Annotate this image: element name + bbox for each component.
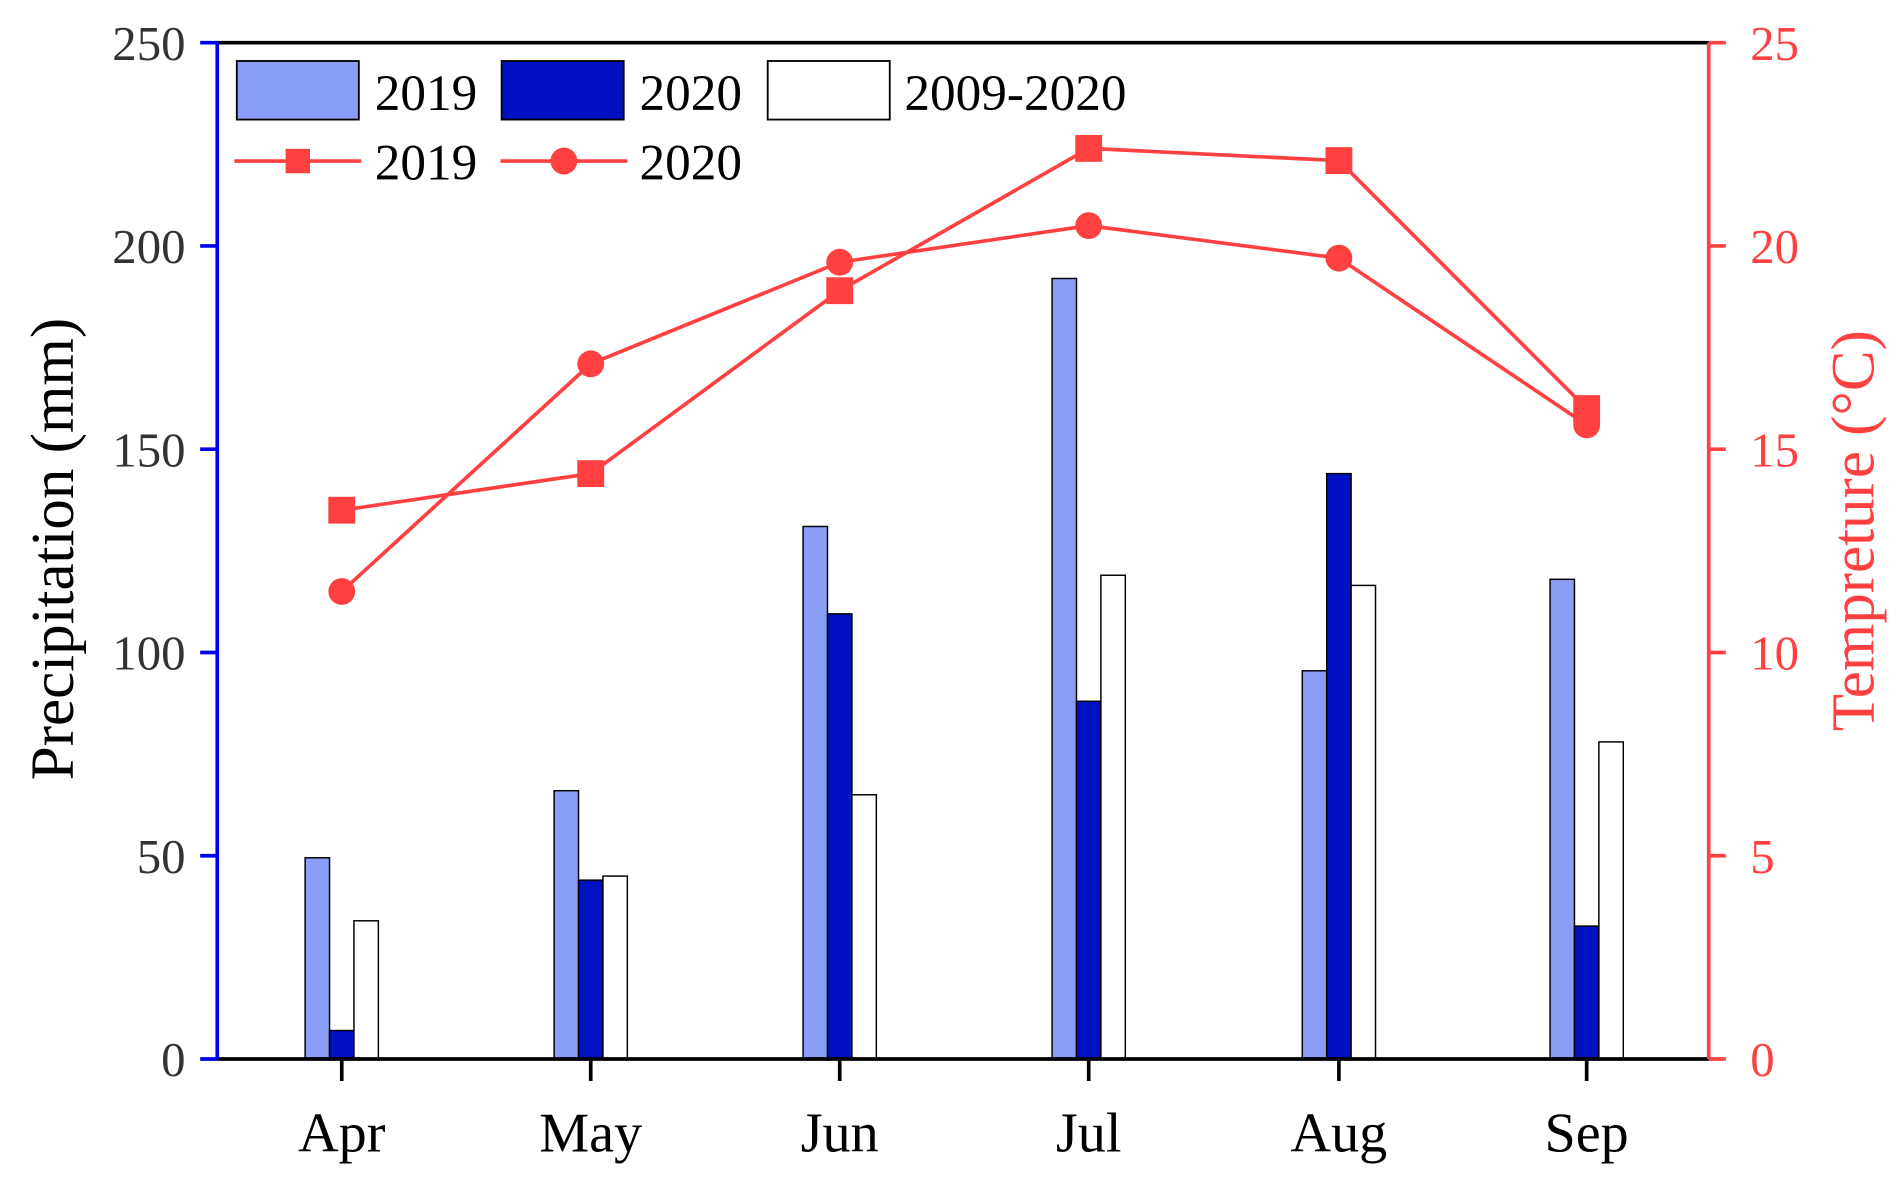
lines-layer bbox=[328, 134, 1601, 605]
bar-2020-Apr bbox=[328, 1029, 355, 1060]
bar-2019-Apr bbox=[304, 857, 331, 1060]
y-tick-label: 0 bbox=[161, 1033, 185, 1087]
legend-swatch-bar-2020 bbox=[500, 60, 625, 121]
bar-2009-2020-Jun bbox=[851, 794, 878, 1060]
y-tick-label: 250 bbox=[112, 17, 185, 71]
bar-2009-2020-Aug bbox=[1350, 584, 1377, 1060]
temp-marker-2019-Jul bbox=[1075, 134, 1103, 162]
legend-label-bar-2019: 2019 bbox=[375, 65, 478, 122]
legend-swatch-bar-2009-2020 bbox=[766, 60, 891, 121]
bar-2019-Sep bbox=[1549, 578, 1576, 1060]
bar-2020-May bbox=[577, 879, 604, 1060]
y-tick-label: 200 bbox=[112, 220, 185, 274]
bar-2020-Jun bbox=[826, 613, 853, 1060]
y-tick-label: 150 bbox=[112, 423, 185, 477]
y-axis-label: Precipitation (mm) bbox=[20, 318, 87, 780]
bar-2009-2020-Apr bbox=[353, 920, 380, 1060]
temp-marker-2019-Apr bbox=[328, 496, 356, 524]
bar-2019-May bbox=[553, 789, 580, 1060]
y2-tick-label: 20 bbox=[1750, 220, 1799, 274]
temp-marker-2019-Jun bbox=[826, 277, 854, 305]
legend-label-line-2020: 2020 bbox=[640, 134, 743, 191]
y2-tick-label: 25 bbox=[1750, 17, 1799, 71]
y2-tick-label: 15 bbox=[1750, 423, 1799, 477]
legend-swatch-bar-2019 bbox=[235, 60, 360, 121]
tick-labels: 0 50 100 150 200 250 0 5 10 15 20 25 Apr May Jun Jul Aug… bbox=[112, 17, 1799, 1165]
legend: 2019 2020 2009-2020 2019 2020 bbox=[234, 60, 1127, 191]
bar-2009-2020-Sep bbox=[1598, 741, 1625, 1060]
temp-marker-2020-Jun bbox=[826, 248, 854, 276]
bar-2020-Sep bbox=[1573, 925, 1600, 1060]
temp-marker-2020-Apr bbox=[328, 578, 356, 605]
x-tick-label: Jul bbox=[1056, 1103, 1122, 1165]
bar-2019-Jun bbox=[802, 525, 829, 1060]
legend-marker-square-2019 bbox=[285, 148, 311, 174]
x-tick-label: May bbox=[539, 1103, 642, 1165]
axes-layer bbox=[200, 40, 1726, 1081]
bar-2019-Aug bbox=[1301, 670, 1328, 1060]
y2-tick-label: 5 bbox=[1750, 830, 1774, 884]
bar-2019-Jul bbox=[1051, 277, 1078, 1060]
legend-label-bar-2020: 2020 bbox=[640, 65, 743, 122]
legend-marker-circle-2020 bbox=[550, 147, 578, 175]
y2-tick-label: 0 bbox=[1750, 1033, 1774, 1087]
bar-2020-Jul bbox=[1075, 700, 1102, 1060]
temp-marker-2019-May bbox=[577, 460, 605, 488]
x-tick-label: Apr bbox=[298, 1103, 386, 1165]
bar-2009-2020-May bbox=[602, 875, 629, 1060]
y2-axis-label: Tempreture (°C) bbox=[1820, 330, 1887, 731]
legend-label-line-2019: 2019 bbox=[375, 134, 478, 191]
temp-marker-2019-Aug bbox=[1325, 147, 1353, 175]
temp-marker-2020-Aug bbox=[1325, 244, 1353, 272]
x-tick-label: Jun bbox=[801, 1103, 879, 1165]
legend-label-bar-2009-2020: 2009-2020 bbox=[904, 65, 1126, 122]
bars-layer bbox=[304, 277, 1625, 1060]
bar-2020-Aug bbox=[1325, 472, 1352, 1060]
y-tick-label: 50 bbox=[137, 830, 186, 884]
temperature-line-2019 bbox=[341, 146, 1588, 513]
y-tick-label: 100 bbox=[112, 627, 185, 681]
y2-tick-label: 10 bbox=[1750, 627, 1799, 681]
x-tick-label: Aug bbox=[1291, 1103, 1388, 1165]
temperature-line-2020 bbox=[340, 223, 1588, 593]
bar-2009-2020-Jul bbox=[1100, 574, 1127, 1060]
temp-marker-2020-Sep bbox=[1573, 411, 1601, 439]
x-tick-label: Sep bbox=[1545, 1103, 1629, 1165]
temp-marker-2020-Jul bbox=[1075, 212, 1103, 240]
temp-marker-2020-May bbox=[577, 350, 605, 378]
